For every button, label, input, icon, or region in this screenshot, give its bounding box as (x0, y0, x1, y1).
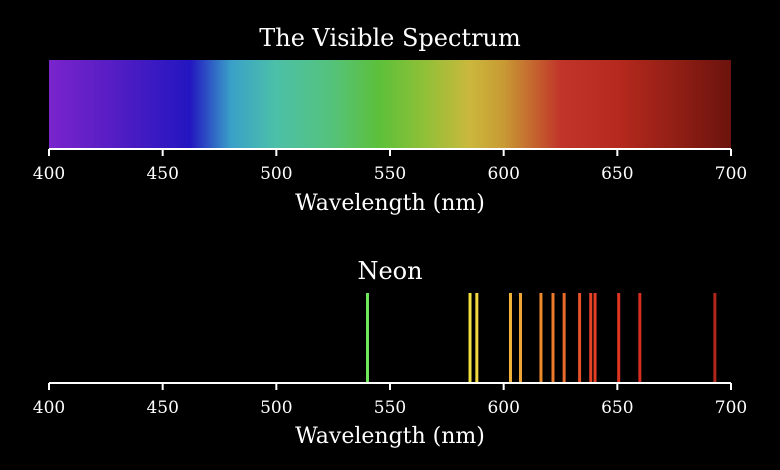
tick-label: 400 (33, 398, 65, 418)
tick-label: 650 (601, 164, 633, 184)
tick-label: 450 (146, 398, 178, 418)
neon-title: Neon (357, 257, 422, 285)
tick-label: 550 (374, 164, 406, 184)
spectrum-title: The Visible Spectrum (259, 24, 521, 52)
spectrum-x-axis: 400 450 500 550 600 650 700 (33, 148, 747, 184)
tick-label: 650 (601, 398, 633, 418)
tick-label: 700 (715, 398, 747, 418)
tick-label: 550 (374, 398, 406, 418)
neon-x-axis: 400 450 500 550 600 650 700 (33, 382, 747, 418)
tick-label: 450 (146, 164, 178, 184)
tick-label: 700 (715, 164, 747, 184)
tick-label: 600 (487, 164, 519, 184)
neon-emission-lines (365, 293, 717, 383)
tick-label: 500 (260, 398, 292, 418)
tick-label: 500 (260, 164, 292, 184)
spectrum-x-axis-label: Wavelength (nm) (295, 191, 485, 216)
tick-label: 600 (487, 398, 519, 418)
spectrum-color-bar (49, 60, 731, 148)
neon-x-axis-label: Wavelength (nm) (295, 424, 485, 449)
tick-label: 400 (33, 164, 65, 184)
